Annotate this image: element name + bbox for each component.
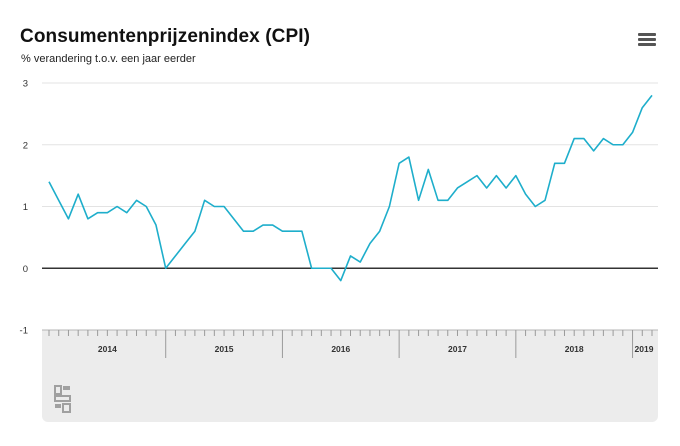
- y-tick-label: 0: [23, 264, 28, 275]
- chart-subtitle: % verandering t.o.v. een jaar eerder: [21, 53, 196, 65]
- y-tick-label: -1: [20, 326, 28, 337]
- y-tick-label: 2: [23, 140, 28, 151]
- y-axis-tick-labels: 3 2 1 0 -1: [20, 79, 28, 337]
- menu-bar: [638, 38, 656, 41]
- menu-bar: [638, 33, 656, 36]
- cbs-logo-icon: [54, 385, 71, 413]
- y-tick-label: 3: [23, 79, 28, 90]
- navigator-axis: 2014 2015 2016 2017 2018 2019: [42, 329, 658, 358]
- navigator-year-label: 2019: [635, 344, 654, 354]
- navigator-panel[interactable]: [42, 330, 658, 422]
- hamburger-menu-icon[interactable]: [638, 33, 656, 47]
- navigator-year-label: 2016: [331, 344, 350, 354]
- chart-title: Consumentenprijzenindex (CPI): [20, 26, 311, 47]
- navigator-year-label: 2017: [448, 344, 467, 354]
- navigator-year-label: 2014: [98, 344, 117, 354]
- menu-bar: [638, 43, 656, 46]
- grid-lines: [42, 82, 658, 331]
- series-layer: [48, 94, 653, 282]
- navigator-year-label: 2018: [565, 344, 584, 354]
- navigator-year-label: 2015: [215, 344, 234, 354]
- series-line: [48, 94, 653, 282]
- y-tick-label: 1: [23, 202, 28, 213]
